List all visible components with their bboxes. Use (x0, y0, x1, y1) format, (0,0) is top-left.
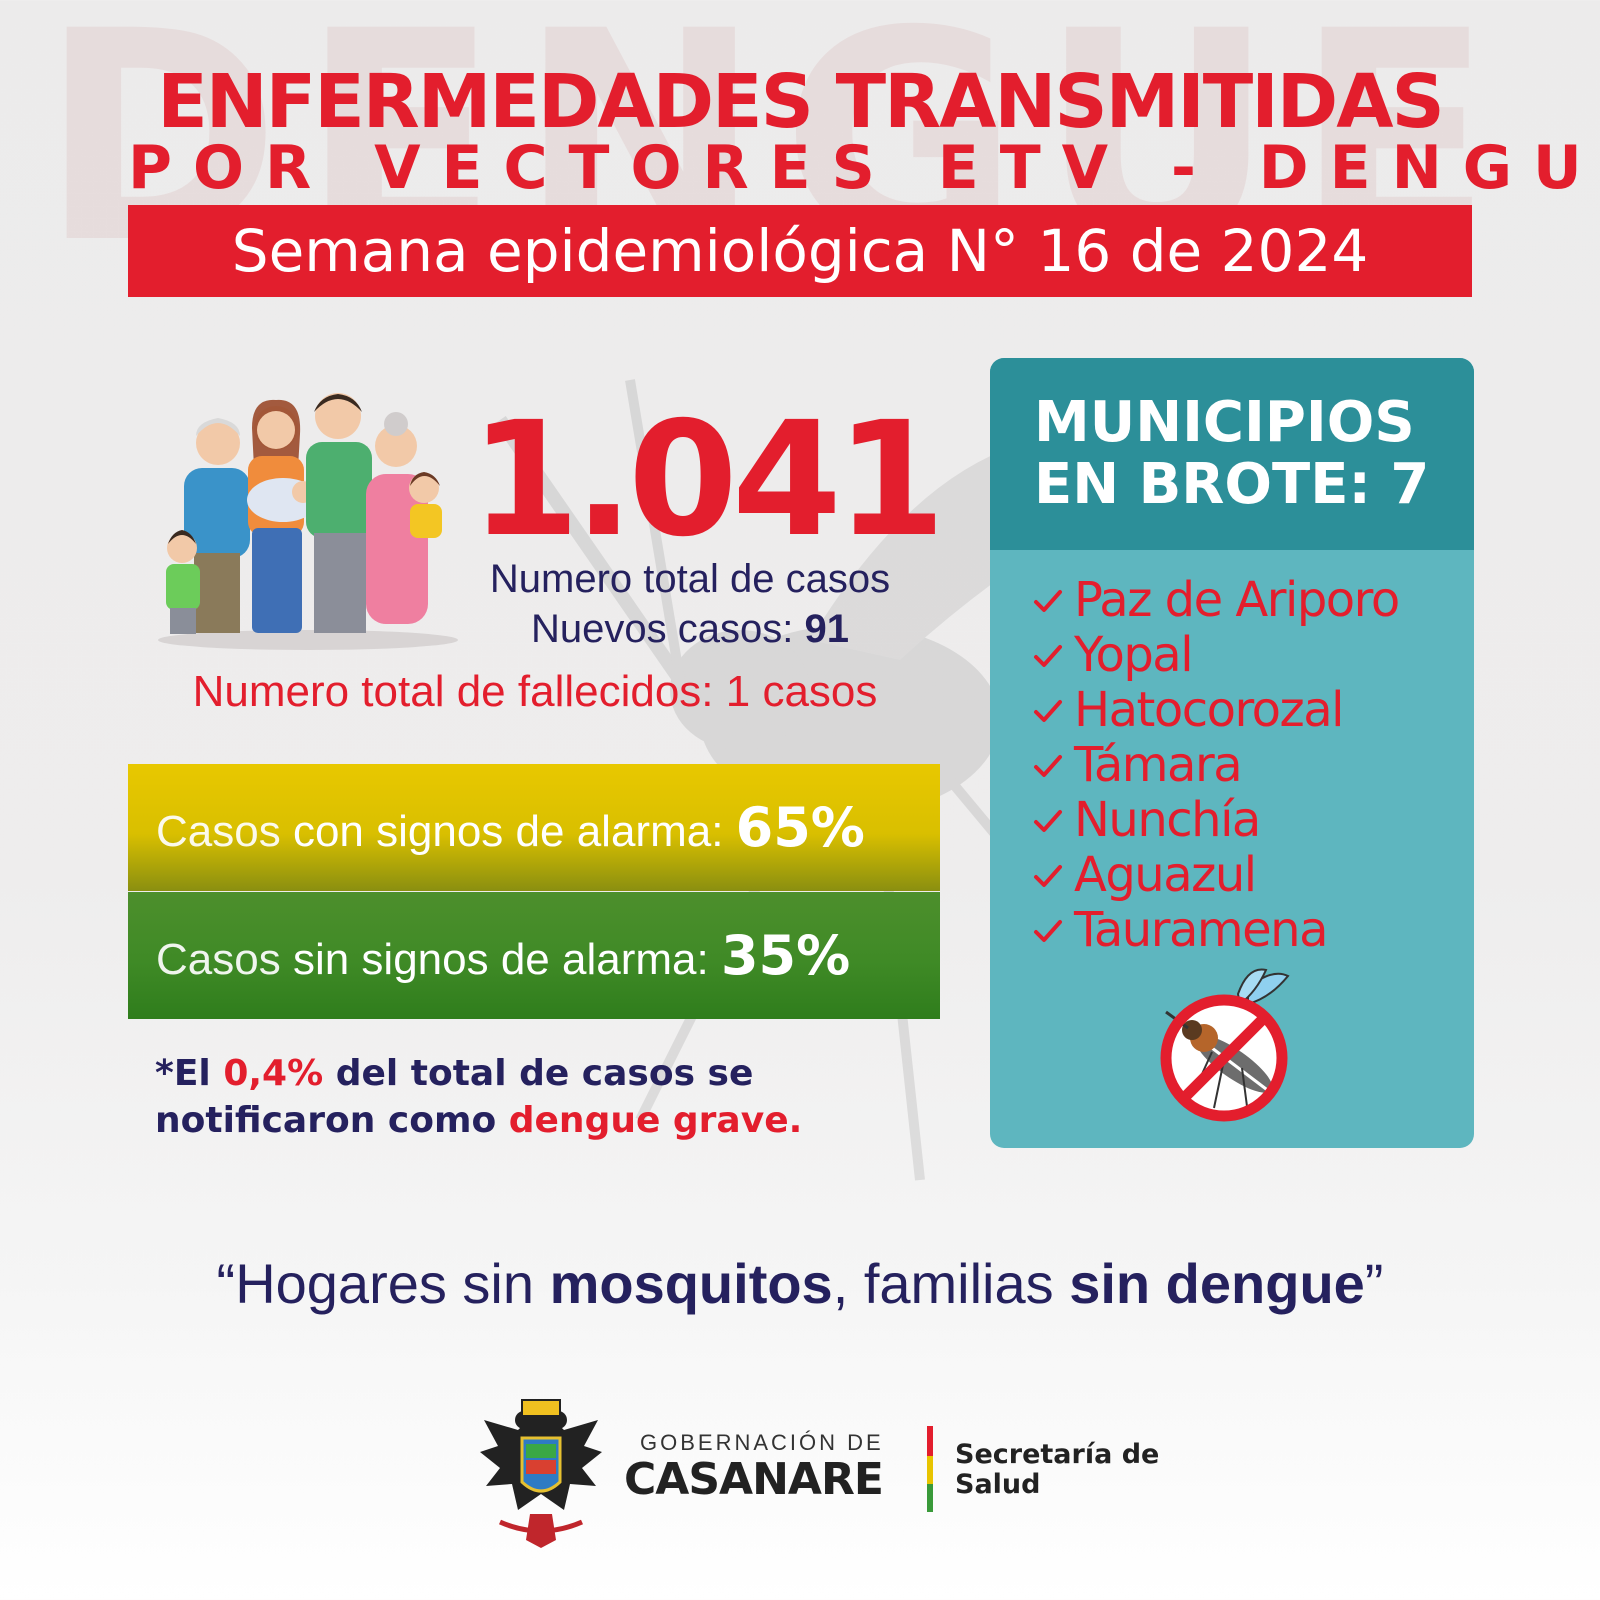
municipalities-title: MUNICIPIOS EN BROTE: 7 (1034, 392, 1464, 516)
campaign-slogan: “Hogares sin mosquitos, familias sin den… (0, 1250, 1600, 1318)
new-cases-line: Nuevos casos: 91 (455, 606, 925, 652)
severe-dengue-note: *El 0,4% del total de casos se notificar… (155, 1050, 915, 1144)
municipality-item: Paz de Ariporo (1030, 573, 1460, 628)
check-icon (1034, 919, 1062, 942)
new-cases-value: 91 (804, 607, 849, 651)
casanare-crest-icon (480, 1399, 602, 1548)
note-part1: *El (155, 1053, 211, 1094)
municipalities-title-line2: EN BROTE: 7 (1034, 452, 1430, 517)
casanare-logo-text: CASANARE (624, 1454, 884, 1505)
municipalities-list: Paz de Ariporo Yopal Hatocorozal Támara … (1030, 573, 1460, 958)
municipality-item: Nunchía (1030, 793, 1460, 848)
total-cases-label: Numero total de casos (489, 557, 891, 601)
slogan-bold2: sin dengue (1069, 1252, 1365, 1315)
municipality-name: Aguazul (1074, 847, 1257, 903)
with-alarm-percent: 65% (735, 796, 865, 859)
without-alarm-label: sin signos de alarma: (292, 935, 709, 984)
secretaria-salud-label: Secretaría de Salud (955, 1440, 1175, 1500)
check-icon (1034, 754, 1062, 777)
check-icon (1034, 589, 1062, 612)
without-alarm-prefix: Casos (156, 935, 281, 984)
note-percent: 0,4% (223, 1053, 324, 1094)
no-mosquito-icon (1160, 968, 1290, 1122)
municipalities-title-line1: MUNICIPIOS (1034, 390, 1415, 455)
municipality-item: Aguazul (1030, 848, 1460, 903)
check-icon (1034, 699, 1062, 722)
epidemiological-week-banner: Semana epidemiológica N° 16 de 2024 (128, 205, 1472, 297)
slogan-open-quote: “ (216, 1252, 236, 1315)
municipality-name: Nunchía (1074, 792, 1261, 848)
title-line-1: ENFERMEDADES TRANSMITIDAS (157, 59, 1445, 145)
family-illustration (158, 393, 458, 650)
slogan-bold1: mosquitos (549, 1252, 833, 1315)
check-icon (1034, 864, 1062, 887)
municipality-name: Támara (1074, 737, 1243, 793)
check-icon (1034, 644, 1062, 667)
without-alarm-signs-bar: Casos sin signos de alarma: 35% (128, 892, 940, 1019)
title-line-2: POR VECTORES ETV - DENGUE (128, 133, 1600, 203)
with-alarm-prefix: Casos (156, 807, 281, 856)
municipality-item: Tauramena (1030, 903, 1460, 958)
municipality-name: Tauramena (1074, 902, 1328, 958)
municipalities-card: MUNICIPIOS EN BROTE: 7 Paz de Ariporo Yo… (990, 358, 1474, 1148)
municipality-name: Paz de Ariporo (1074, 572, 1400, 628)
municipality-name: Yopal (1074, 627, 1194, 683)
note-highlight: dengue grave. (508, 1100, 803, 1141)
new-cases-label: Nuevos casos: (531, 607, 794, 651)
slogan-close-quote: ” (1364, 1252, 1384, 1315)
municipalities-header (990, 358, 1474, 550)
check-icon (1034, 809, 1062, 832)
total-deaths-text: Numero total de fallecidos: 1 casos (192, 667, 878, 716)
secretaria-line2: Salud (955, 1469, 1041, 1500)
municipality-item: Hatocorozal (1030, 683, 1460, 738)
with-alarm-signs-bar: Casos con signos de alarma: 65% (128, 764, 940, 891)
without-alarm-percent: 35% (720, 924, 851, 987)
slogan-part1: Hogares sin (235, 1252, 550, 1315)
gobernacion-label: GOBERNACIÓN DE (640, 1430, 884, 1455)
logo-divider (927, 1426, 933, 1512)
municipality-name: Hatocorozal (1074, 682, 1344, 738)
municipality-item: Támara (1030, 738, 1460, 793)
with-alarm-label: con signos de alarma: (292, 807, 724, 856)
municipality-item: Yopal (1030, 628, 1460, 683)
secretaria-line1: Secretaría de (955, 1439, 1160, 1470)
slogan-part2: , familias (832, 1252, 1070, 1315)
note-part2: del total de casos se notificaron como (155, 1053, 754, 1141)
total-cases-number: 1.041 (470, 388, 946, 572)
